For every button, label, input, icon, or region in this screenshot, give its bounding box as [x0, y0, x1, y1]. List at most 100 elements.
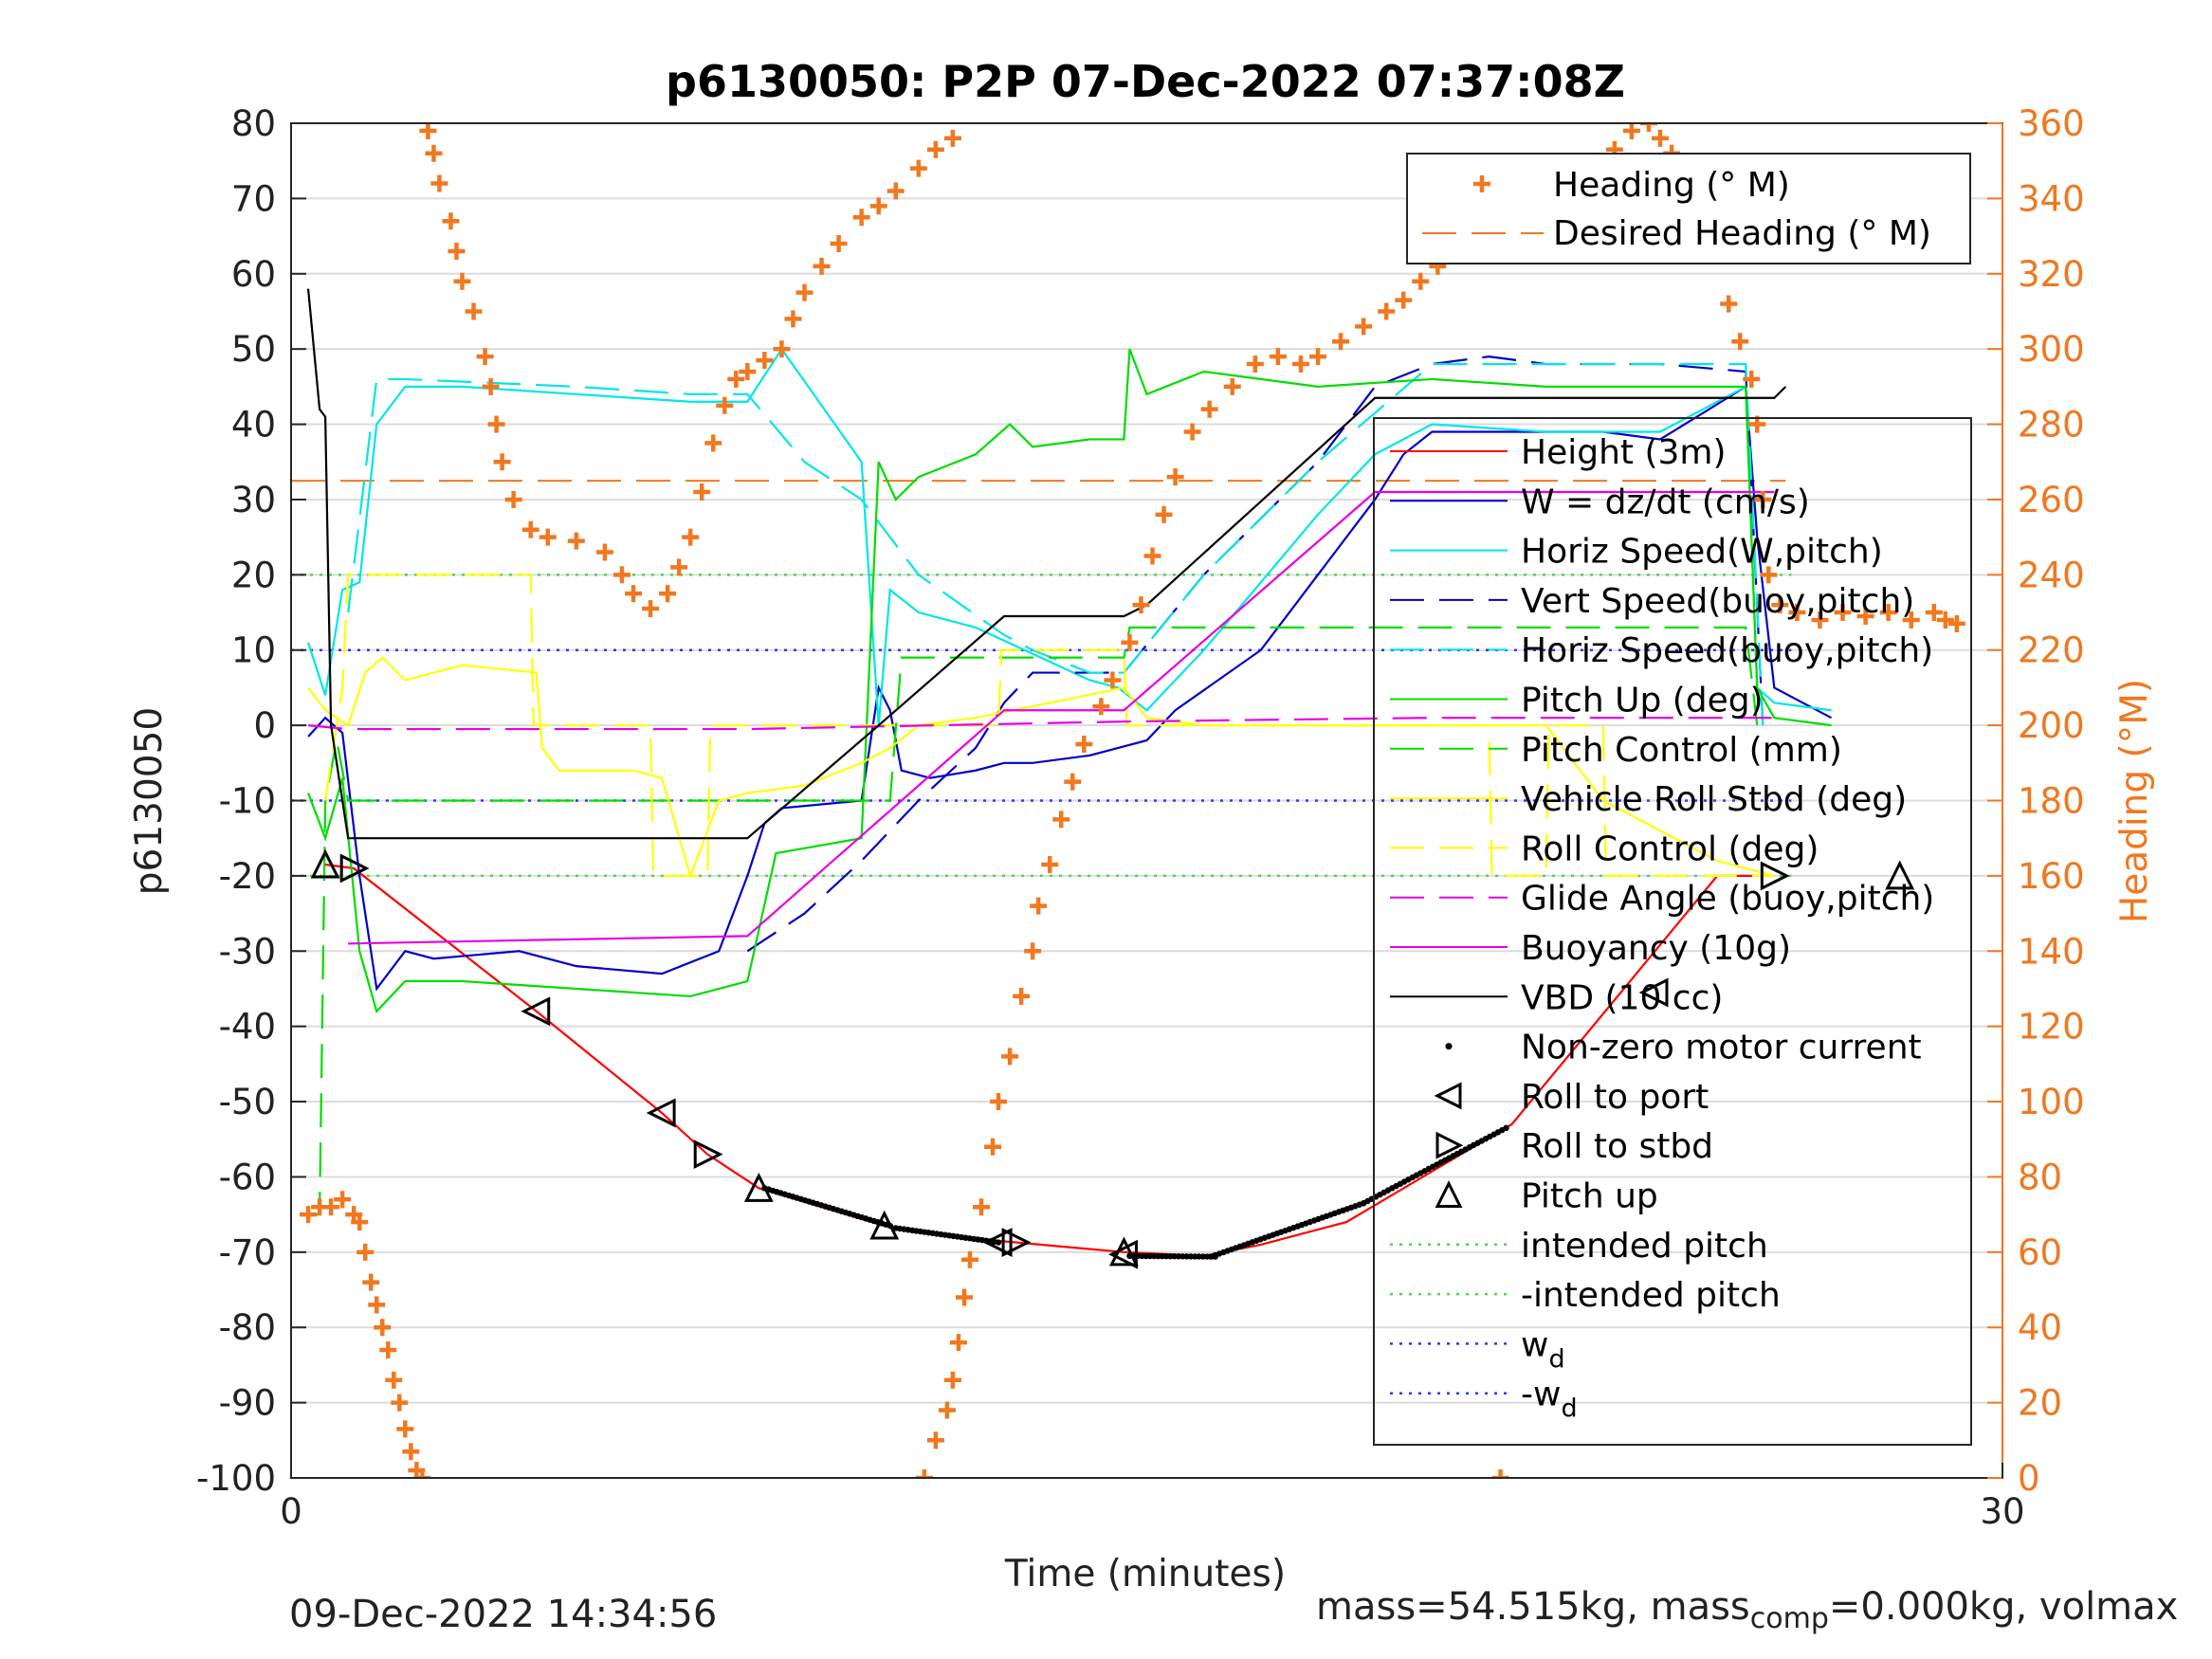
x-tick-label: 30 — [1980, 1491, 2024, 1532]
heading-point — [1936, 611, 1954, 629]
heading-point — [476, 348, 494, 366]
roll-port-marker — [1638, 977, 1669, 1008]
heading-point — [773, 340, 791, 358]
heading-point — [1269, 348, 1287, 366]
y2-tick-label: 140 — [2018, 931, 2085, 972]
heading-point — [1743, 370, 1761, 388]
legend-label: Horiz Speed(W,pitch) — [1521, 533, 1883, 572]
footer-mass-rest: =0.000kg, volmax — [1828, 1585, 2179, 1629]
heading-point — [1652, 129, 1669, 147]
heading-point — [1491, 1469, 1509, 1478]
roll-stbd-marker — [1001, 1228, 1032, 1257]
heading-point — [595, 543, 613, 561]
y2-tick-label: 160 — [2018, 856, 2085, 897]
heading-point — [625, 585, 642, 603]
heading-point — [1155, 505, 1173, 523]
y-tick-label: 40 — [231, 405, 276, 446]
legend-swatch-triangle — [1434, 1082, 1462, 1110]
y2-tick-label: 280 — [2018, 405, 2085, 446]
heading-point — [1030, 897, 1048, 915]
y-tick-label: 70 — [231, 178, 276, 219]
heading-point — [813, 257, 831, 275]
y-tick-label: -80 — [219, 1307, 276, 1348]
pitch-up-marker — [869, 1210, 900, 1240]
y2-tick-label: 80 — [2018, 1157, 2062, 1197]
y-tick-label: 30 — [231, 480, 276, 520]
heading-point — [795, 283, 814, 301]
heading-point — [716, 396, 734, 414]
heading-point — [465, 302, 483, 320]
heading-point — [356, 1243, 375, 1261]
heading-point — [642, 600, 660, 618]
plot-group — [291, 123, 1965, 1478]
y2-tick-label: 220 — [2018, 630, 2085, 671]
heading-point — [391, 1394, 409, 1412]
heading-point — [402, 1443, 420, 1461]
legend-label: Horiz Speed(buoy,pitch) — [1521, 631, 1933, 670]
heading-point — [396, 1420, 414, 1438]
y-tick-label: 10 — [231, 630, 276, 671]
heading-point — [938, 1401, 956, 1419]
heading-point — [612, 566, 631, 584]
heading-point — [943, 129, 961, 147]
chart-title: p6130050: P2P 07-Dec-2022 07:37:08Z — [666, 56, 1625, 107]
legend-heading-box — [1406, 153, 1971, 264]
heading-point — [493, 453, 511, 471]
roll-stbd-marker — [1760, 861, 1790, 891]
heading-point — [322, 1198, 340, 1216]
heading-point — [1332, 333, 1350, 351]
legend-label: Vert Speed(buoy,pitch) — [1521, 582, 1914, 621]
series-line — [307, 347, 1832, 726]
legend-label: W = dz/dt (cm/s) — [1521, 483, 1810, 521]
heading-point — [487, 415, 505, 433]
y-tick-label: -30 — [219, 931, 276, 972]
heading-point — [1355, 318, 1373, 336]
series-line — [324, 574, 1775, 877]
legend-main-box — [1373, 417, 1972, 1446]
heading-point — [1291, 356, 1309, 374]
heading-point — [1947, 614, 1965, 632]
legend-heading: Heading (° M) Desired Heading (° M) — [1406, 153, 1971, 264]
legend-heading-plus — [1473, 175, 1490, 192]
heading-point — [1811, 611, 1829, 629]
y2-tick-label: 20 — [2018, 1383, 2062, 1424]
heading-point — [869, 197, 887, 215]
footer-mass-text: mass=54.515kg, mass — [1316, 1585, 1750, 1629]
heading-point — [1834, 604, 1852, 622]
legend-label-subscript: d — [1548, 1344, 1564, 1374]
y2-tick-label: 320 — [2018, 254, 2085, 295]
footer-timestamp: 09-Dec-2022 14:34:56 — [289, 1593, 718, 1636]
heading-point — [334, 1191, 352, 1209]
heading-point — [659, 585, 677, 603]
y-tick-label: 0 — [253, 705, 276, 746]
heading-point — [1001, 1048, 1019, 1066]
heading-point — [960, 1250, 978, 1268]
y2-tick-label: 60 — [2018, 1232, 2062, 1273]
heading-point — [909, 159, 927, 177]
y-tick-label: -90 — [219, 1383, 276, 1424]
heading-point — [852, 209, 870, 227]
heading-point — [1856, 607, 1874, 625]
legend-label: Vehicle Roll Stbd (deg) — [1521, 780, 1907, 819]
heading-point — [949, 1334, 967, 1352]
heading-point — [830, 235, 848, 253]
heading-point — [915, 1469, 933, 1478]
heading-point — [943, 1371, 961, 1389]
legend-heading-label: Heading (° M) — [1553, 166, 1790, 205]
heading-point — [990, 1093, 1008, 1111]
heading-point — [1013, 987, 1031, 1005]
heading-point — [704, 434, 722, 452]
heading-point — [727, 370, 745, 388]
heading-point — [1246, 356, 1264, 374]
heading-point — [1041, 855, 1059, 873]
heading-point — [1902, 611, 1920, 629]
heading-point — [1104, 671, 1122, 689]
x-axis-label: Time (minutes) — [1004, 1553, 1286, 1595]
pitch-up-marker — [1109, 1236, 1139, 1267]
legend-label: VBD (10 cc) — [1521, 978, 1723, 1017]
legend-swatch-triangle — [1435, 1131, 1464, 1159]
legend-label: Height (3m) — [1521, 433, 1727, 472]
series-line — [307, 717, 1775, 731]
heading-point — [1064, 773, 1082, 791]
roll-port-marker — [521, 996, 551, 1027]
